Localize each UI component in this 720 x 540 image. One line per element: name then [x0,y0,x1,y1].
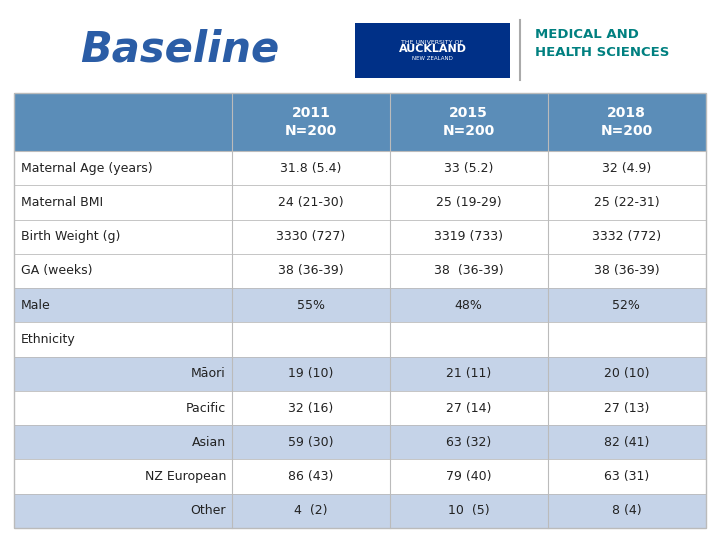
Text: 2018
N=200: 2018 N=200 [600,106,652,138]
Text: Māori: Māori [192,367,226,380]
Text: 82 (41): 82 (41) [604,436,649,449]
Text: 2011
N=200: 2011 N=200 [284,106,337,138]
Text: 79 (40): 79 (40) [446,470,491,483]
Text: 10  (5): 10 (5) [448,504,490,517]
Bar [14,93,706,151]
Bar [14,288,706,322]
Text: GA (weeks): GA (weeks) [21,265,92,278]
Text: Ethnicity: Ethnicity [21,333,76,346]
Bar [14,322,706,356]
Bar [14,220,706,254]
Bar [14,151,706,185]
Text: Maternal BMI: Maternal BMI [21,196,103,209]
Text: 32 (16): 32 (16) [288,402,333,415]
Text: 32 (4.9): 32 (4.9) [602,161,651,174]
Text: Maternal Age (years): Maternal Age (years) [21,161,153,174]
Text: 20 (10): 20 (10) [603,367,649,380]
Bar [14,391,706,425]
Bar [14,494,706,528]
Text: 63 (32): 63 (32) [446,436,491,449]
Text: 24 (21-30): 24 (21-30) [278,196,343,209]
Text: 21 (11): 21 (11) [446,367,491,380]
Text: 31.8 (5.4): 31.8 (5.4) [280,161,341,174]
Text: 3332 (772): 3332 (772) [592,230,661,243]
Text: 38 (36-39): 38 (36-39) [278,265,343,278]
Text: 27 (13): 27 (13) [604,402,649,415]
Text: 3319 (733): 3319 (733) [434,230,503,243]
Text: 63 (31): 63 (31) [604,470,649,483]
Text: 33 (5.2): 33 (5.2) [444,161,493,174]
Bar [14,254,706,288]
Bar [14,185,706,220]
Text: THE UNIVERSITY OF: THE UNIVERSITY OF [402,40,464,45]
Bar [14,425,706,460]
Text: 8 (4): 8 (4) [611,504,642,517]
Text: 3330 (727): 3330 (727) [276,230,346,243]
Text: 52%: 52% [613,299,640,312]
Text: 38 (36-39): 38 (36-39) [593,265,660,278]
Text: Pacific: Pacific [186,402,226,415]
Text: Birth Weight (g): Birth Weight (g) [21,230,120,243]
Text: 48%: 48% [455,299,482,312]
Text: 19 (10): 19 (10) [288,367,333,380]
Text: 2015
N=200: 2015 N=200 [443,106,495,138]
Text: Other: Other [191,504,226,517]
Text: 25 (22-31): 25 (22-31) [593,196,660,209]
Text: 4  (2): 4 (2) [294,504,328,517]
Text: NEW ZEALAND: NEW ZEALAND [412,56,453,61]
Bar [14,93,706,528]
Text: 38  (36-39): 38 (36-39) [434,265,503,278]
Text: 86 (43): 86 (43) [288,470,333,483]
Text: Baseline: Baseline [80,29,279,71]
Text: 25 (19-29): 25 (19-29) [436,196,501,209]
Text: AUCKLAND: AUCKLAND [398,44,467,55]
Text: Asian: Asian [192,436,226,449]
Text: 59 (30): 59 (30) [288,436,333,449]
Bar [14,460,706,494]
Bar [14,356,706,391]
Text: NZ European: NZ European [145,470,226,483]
Text: MEDICAL AND
HEALTH SCIENCES: MEDICAL AND HEALTH SCIENCES [535,28,670,58]
Text: 55%: 55% [297,299,325,312]
Text: 27 (14): 27 (14) [446,402,491,415]
Bar [355,23,510,78]
Text: Male: Male [21,299,50,312]
